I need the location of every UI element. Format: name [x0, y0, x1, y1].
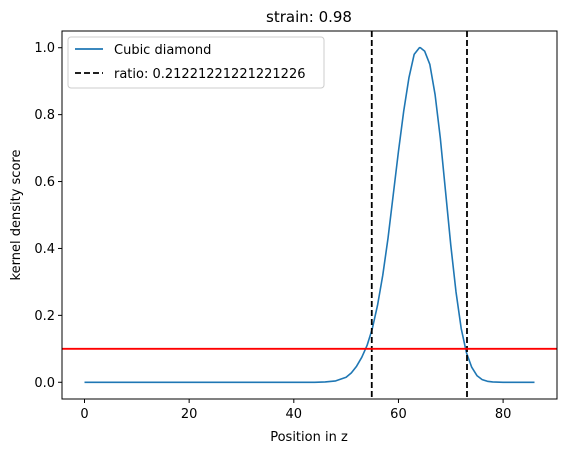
x-axis-ticks: 0 20 40 60 80 — [80, 399, 511, 422]
legend-label-cubic-diamond: Cubic diamond — [114, 43, 211, 58]
axes-frame — [61, 30, 558, 400]
y-tick-label: 0.4 — [34, 242, 55, 257]
y-tick-label: 0.8 — [34, 108, 55, 123]
series-line-0 — [84, 46, 535, 384]
x-tick-label: 80 — [495, 407, 512, 422]
x-tick-label: 40 — [286, 407, 303, 422]
y-tick-label: 0.6 — [34, 175, 55, 190]
y-axis-ticks: 0.0 0.2 0.4 0.6 0.8 1.0 — [34, 41, 62, 391]
legend-box — [67, 36, 325, 89]
x-tick-label: 0 — [80, 407, 88, 422]
chart-title: strain: 0.98 — [266, 8, 352, 26]
plot-area — [62, 31, 557, 399]
x-axis-label: Position in z — [270, 430, 348, 445]
x-tick-label: 20 — [181, 407, 198, 422]
x-tick-label: 60 — [390, 407, 407, 422]
y-axis-label: kernel density score — [9, 150, 24, 281]
legend-label-ratio: ratio: 0.21221221221221226 — [114, 67, 306, 82]
legend: Cubic diamond ratio: 0.21221221221221226 — [67, 36, 325, 89]
y-tick-label: 0.0 — [34, 376, 55, 391]
y-tick-label: 1.0 — [34, 41, 55, 56]
y-tick-label: 0.2 — [34, 309, 55, 324]
